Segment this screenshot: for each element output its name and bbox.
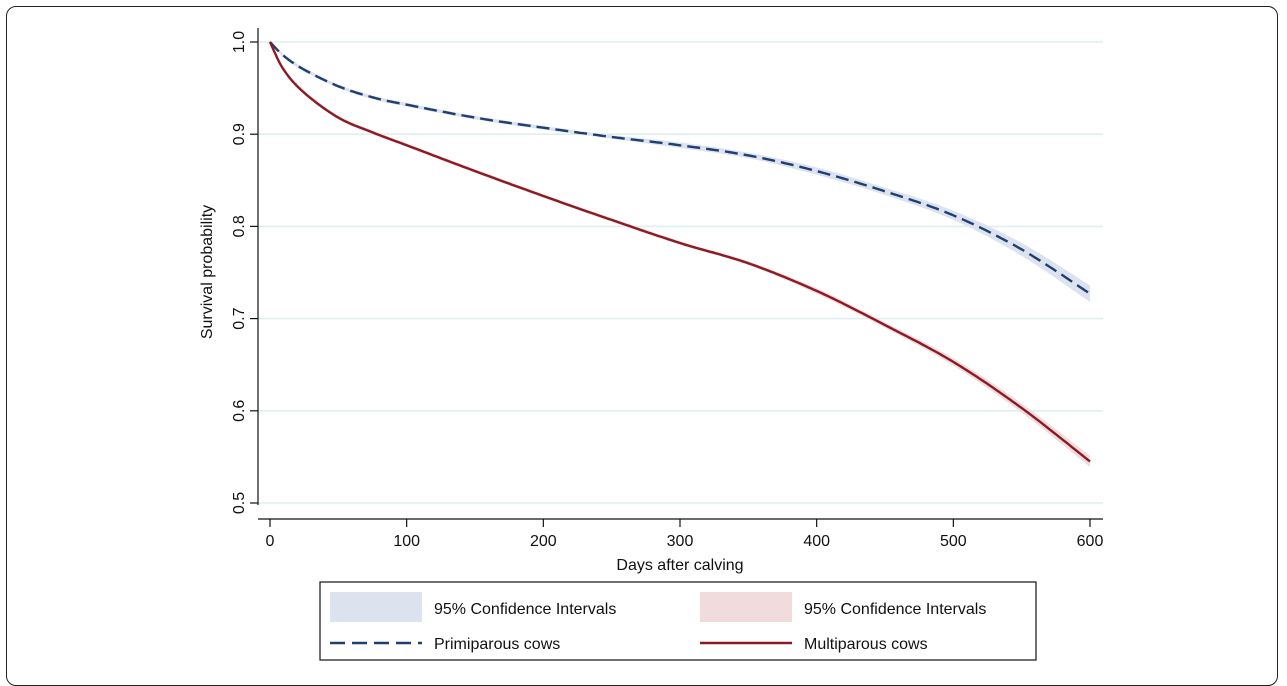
survival-chart: 0.5 0.6 0.7 0.8 0.9 1.0 0 100 200 300 400 500 600 Day… — [199, 28, 1103, 661]
legend-label-ci-multiparous: 95% Confidence Intervals — [804, 601, 986, 618]
series-line-multiparous — [268, 41, 1091, 463]
legend-swatch-ci-primiparous — [330, 592, 422, 622]
ci-band-primiparous — [270, 42, 1090, 302]
series-line-primiparous — [269, 41, 1091, 295]
y-axis-title: Survival probability — [199, 205, 216, 339]
legend-label-ci-primiparous: 95% Confidence Intervals — [434, 601, 616, 618]
confidence-bands — [270, 42, 1090, 467]
x-axis-title: Days after calving — [616, 557, 743, 574]
x-tick-label: 200 — [530, 533, 557, 550]
y-tick-label: 0.7 — [231, 307, 248, 329]
ci-band-multiparous — [270, 42, 1090, 467]
grid-lines — [258, 41, 1103, 504]
x-tick-label: 400 — [803, 533, 830, 550]
x-tick-label: 500 — [940, 533, 967, 550]
y-tick-label: 0.9 — [231, 123, 248, 145]
legend: 95% Confidence Intervals 95% Confidence I… — [319, 581, 1037, 661]
y-tick-label: 0.5 — [231, 492, 248, 514]
x-tick-label: 100 — [393, 533, 420, 550]
y-tick-label: 0.6 — [231, 400, 248, 422]
legend-box — [319, 581, 1037, 661]
legend-swatch-ci-multiparous — [700, 592, 792, 622]
survival-lines — [268, 41, 1091, 463]
axes: 0.5 0.6 0.7 0.8 0.9 1.0 0 100 200 300 400 500 600 Day… — [199, 28, 1103, 574]
x-tick-label: 600 — [1077, 533, 1104, 550]
x-tick-label: 300 — [667, 533, 694, 550]
y-tick-label: 0.8 — [231, 215, 248, 237]
y-tick-label: 1.0 — [231, 31, 248, 53]
legend-label-multiparous: Multiparous cows — [804, 636, 928, 653]
legend-label-primiparous: Primiparous cows — [434, 636, 560, 653]
x-tick-label: 0 — [266, 533, 275, 550]
